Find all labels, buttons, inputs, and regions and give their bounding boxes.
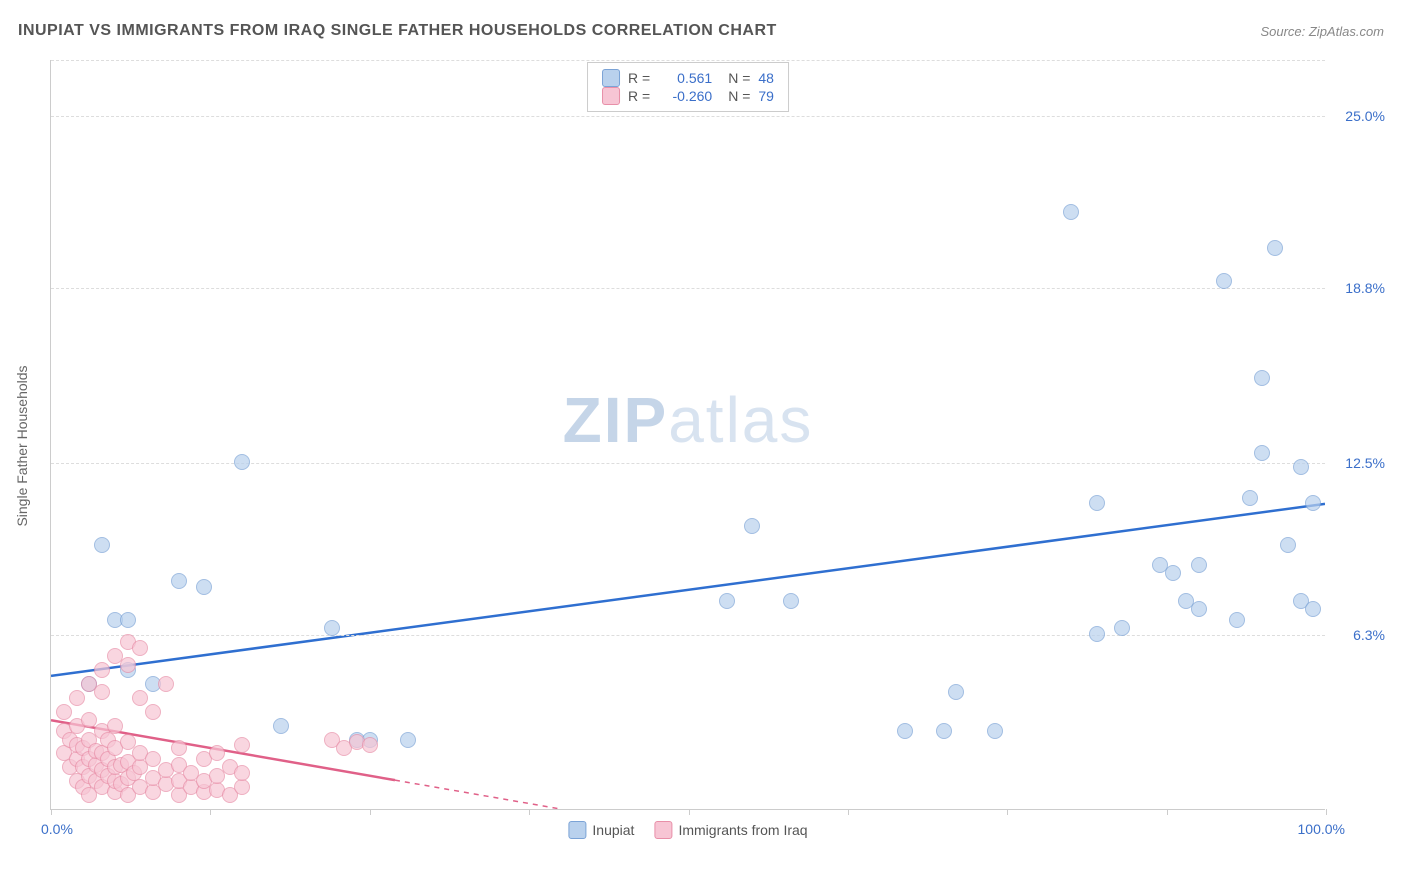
data-point xyxy=(209,745,225,761)
gridline xyxy=(51,116,1325,117)
trend-lines xyxy=(51,60,1325,809)
data-point xyxy=(1293,459,1309,475)
legend-swatch xyxy=(602,69,620,87)
series-legend: Inupiat Immigrants from Iraq xyxy=(568,821,807,839)
data-point xyxy=(897,723,913,739)
legend-item: Immigrants from Iraq xyxy=(654,821,807,839)
data-point xyxy=(107,718,123,734)
legend-row: R = -0.260 N = 79 xyxy=(602,87,774,105)
data-point xyxy=(171,740,187,756)
data-point xyxy=(234,454,250,470)
gridline xyxy=(51,288,1325,289)
data-point xyxy=(196,579,212,595)
data-point xyxy=(69,690,85,706)
y-tick-label: 6.3% xyxy=(1353,627,1385,643)
data-point xyxy=(234,737,250,753)
data-point xyxy=(987,723,1003,739)
legend-label: Immigrants from Iraq xyxy=(678,822,807,838)
data-point xyxy=(1089,495,1105,511)
legend-label: Inupiat xyxy=(592,822,634,838)
data-point xyxy=(171,573,187,589)
legend-n-label: N = xyxy=(728,88,750,104)
legend-swatch xyxy=(602,87,620,105)
data-point xyxy=(234,779,250,795)
data-point xyxy=(1229,612,1245,628)
gridline xyxy=(51,60,1325,61)
x-tick-mark xyxy=(370,809,371,815)
plot-area: ZIPatlas R =0.561N =48R =-0.260N =79 Inu… xyxy=(50,60,1325,810)
x-tick-mark xyxy=(1326,809,1327,815)
y-tick-label: 25.0% xyxy=(1345,108,1385,124)
legend-row: R = 0.561 N = 48 xyxy=(602,69,774,87)
data-point xyxy=(936,723,952,739)
data-point xyxy=(145,704,161,720)
data-point xyxy=(94,662,110,678)
chart-title: INUPIAT VS IMMIGRANTS FROM IRAQ SINGLE F… xyxy=(18,22,777,40)
data-point xyxy=(56,704,72,720)
data-point xyxy=(400,732,416,748)
legend-r-value: 0.561 xyxy=(658,70,712,86)
x-tick-mark xyxy=(529,809,530,815)
x-axis-min-label: 0.0% xyxy=(41,821,73,837)
legend-swatch xyxy=(568,821,586,839)
x-tick-mark xyxy=(1007,809,1008,815)
data-point xyxy=(273,718,289,734)
data-point xyxy=(120,612,136,628)
x-tick-mark xyxy=(1167,809,1168,815)
data-point xyxy=(1114,620,1130,636)
y-axis-label: Single Father Households xyxy=(14,365,30,526)
legend-n-value: 48 xyxy=(758,70,774,86)
data-point xyxy=(719,593,735,609)
x-tick-mark xyxy=(210,809,211,815)
data-point xyxy=(120,657,136,673)
watermark: ZIPatlas xyxy=(563,383,814,457)
data-point xyxy=(94,684,110,700)
gridline xyxy=(51,635,1325,636)
data-point xyxy=(1305,601,1321,617)
legend-n-value: 79 xyxy=(758,88,774,104)
source-attribution: Source: ZipAtlas.com xyxy=(1260,24,1384,39)
data-point xyxy=(1254,370,1270,386)
data-point xyxy=(1063,204,1079,220)
legend-r-value: -0.260 xyxy=(658,88,712,104)
data-point xyxy=(1280,537,1296,553)
data-point xyxy=(1216,273,1232,289)
x-tick-mark xyxy=(689,809,690,815)
data-point xyxy=(1242,490,1258,506)
data-point xyxy=(362,737,378,753)
data-point xyxy=(1191,557,1207,573)
data-point xyxy=(1305,495,1321,511)
data-point xyxy=(132,640,148,656)
data-point xyxy=(783,593,799,609)
x-axis-max-label: 100.0% xyxy=(1298,821,1345,837)
correlation-legend: R = 0.561 N = 48 R = -0.260 N = 79 xyxy=(587,62,789,112)
y-tick-label: 18.8% xyxy=(1345,280,1385,296)
data-point xyxy=(1089,626,1105,642)
y-tick-label: 12.5% xyxy=(1345,455,1385,471)
x-tick-mark xyxy=(848,809,849,815)
data-point xyxy=(1191,601,1207,617)
legend-item: Inupiat xyxy=(568,821,634,839)
legend-r-label: R = xyxy=(628,88,650,104)
data-point xyxy=(1165,565,1181,581)
data-point xyxy=(132,690,148,706)
data-point xyxy=(94,537,110,553)
data-point xyxy=(324,620,340,636)
data-point xyxy=(948,684,964,700)
data-point xyxy=(744,518,760,534)
data-point xyxy=(234,765,250,781)
legend-r-label: R = xyxy=(628,70,650,86)
legend-swatch xyxy=(654,821,672,839)
data-point xyxy=(158,676,174,692)
data-point xyxy=(1267,240,1283,256)
data-point xyxy=(1254,445,1270,461)
x-tick-mark xyxy=(51,809,52,815)
legend-n-label: N = xyxy=(728,70,750,86)
